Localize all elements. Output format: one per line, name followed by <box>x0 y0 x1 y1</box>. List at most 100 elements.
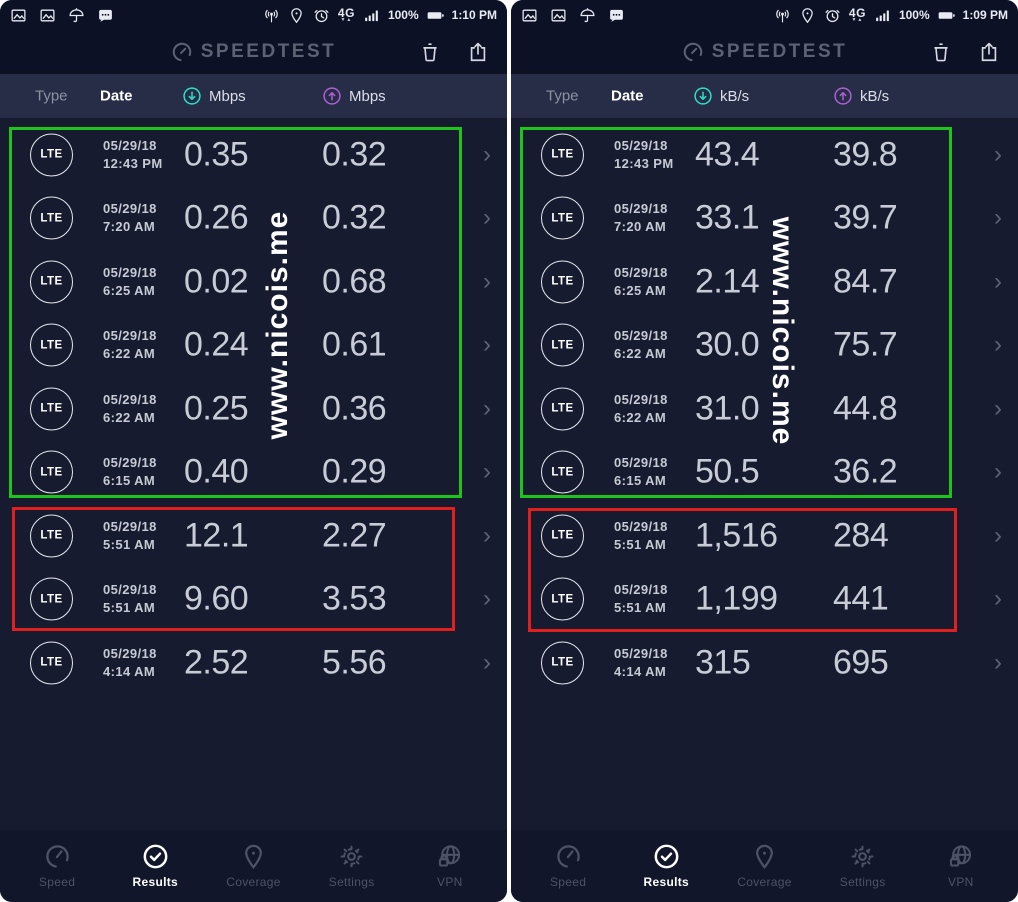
chevron-right-icon[interactable]: › <box>994 585 1002 613</box>
upload-value: 441 <box>833 579 889 618</box>
chevron-right-icon[interactable]: › <box>994 140 1002 168</box>
app-header: SPEEDTEST <box>0 30 507 74</box>
result-date: 05/29/18 <box>614 201 668 217</box>
chevron-right-icon[interactable]: › <box>483 204 491 232</box>
nav-item-settings[interactable]: Settings <box>307 843 397 889</box>
chevron-right-icon[interactable]: › <box>994 331 1002 359</box>
chevron-right-icon[interactable]: › <box>483 267 491 295</box>
chevron-right-icon[interactable]: › <box>994 267 1002 295</box>
connection-type-label: LTE <box>40 148 63 161</box>
result-datetime: 05/29/18 6:15 AM <box>614 454 668 490</box>
chevron-right-icon[interactable]: › <box>994 204 1002 232</box>
result-row[interactable]: LTE 05/29/18 7:20 AM 33.1 39.7 › <box>511 187 1018 251</box>
chevron-right-icon[interactable]: › <box>483 585 491 613</box>
bbm-chat-icon <box>608 7 625 24</box>
nav-item-settings[interactable]: Settings <box>818 843 908 889</box>
connection-type-badge: LTE <box>30 641 73 685</box>
hotspot-icon <box>263 7 280 24</box>
chevron-right-icon[interactable]: › <box>994 648 1002 676</box>
result-row[interactable]: LTE 05/29/18 5:51 AM 9.60 3.53 › <box>0 568 507 632</box>
result-datetime: 05/29/18 6:22 AM <box>614 327 668 363</box>
upload-value: 0.29 <box>322 452 387 491</box>
result-time: 12:43 PM <box>103 155 163 171</box>
result-row[interactable]: LTE 05/29/18 5:51 AM 1,516 284 › <box>511 504 1018 568</box>
upload-value: 0.61 <box>322 325 387 364</box>
result-row[interactable]: LTE 05/29/18 6:15 AM 0.40 0.29 › <box>0 441 507 505</box>
result-time: 12:43 PM <box>614 155 674 171</box>
delete-results-button[interactable] <box>930 41 952 63</box>
connection-type-label: LTE <box>40 656 63 669</box>
result-row[interactable]: LTE 05/29/18 6:22 AM 31.0 44.8 › <box>511 377 1018 441</box>
result-row[interactable]: LTE 05/29/18 4:14 AM 315 695 › <box>511 631 1018 695</box>
connection-type-badge: LTE <box>541 196 584 240</box>
result-row[interactable]: LTE 05/29/18 6:25 AM 2.14 84.7 › <box>511 250 1018 314</box>
result-row[interactable]: LTE 05/29/18 6:25 AM 0.02 0.68 › <box>0 250 507 314</box>
result-date: 05/29/18 <box>614 518 668 534</box>
delete-results-button[interactable] <box>419 41 441 63</box>
nav-item-coverage[interactable]: Coverage <box>208 843 298 889</box>
upload-value: 0.32 <box>322 135 387 174</box>
result-row[interactable]: LTE 05/29/18 4:14 AM 2.52 5.56 › <box>0 631 507 695</box>
upload-arrow-icon <box>323 87 341 105</box>
nav-item-vpn[interactable]: VPN <box>405 843 495 889</box>
result-datetime: 05/29/18 7:20 AM <box>614 200 668 236</box>
result-date: 05/29/18 <box>614 264 668 280</box>
result-date: 05/29/18 <box>614 391 668 407</box>
battery-icon <box>938 7 955 24</box>
upload-unit-label: kB/s <box>860 87 890 105</box>
app-title: SPEEDTEST <box>200 41 337 62</box>
result-date: 05/29/18 <box>103 455 157 471</box>
nav-item-vpn[interactable]: VPN <box>916 843 1006 889</box>
nav-item-results[interactable]: Results <box>621 843 711 889</box>
connection-type-badge: LTE <box>541 450 584 494</box>
result-row[interactable]: LTE 05/29/18 6:15 AM 50.5 36.2 › <box>511 441 1018 505</box>
nav-label: Coverage <box>226 875 281 889</box>
result-row[interactable]: LTE 05/29/18 6:22 AM 30.0 75.7 › <box>511 314 1018 378</box>
signal-bars-icon <box>874 7 891 24</box>
chevron-right-icon[interactable]: › <box>483 521 491 549</box>
result-time: 4:14 AM <box>103 663 156 679</box>
nav-item-results[interactable]: Results <box>110 843 200 889</box>
nav-item-speed[interactable]: Speed <box>523 843 613 889</box>
result-datetime: 05/29/18 6:25 AM <box>103 264 157 300</box>
column-date: Date <box>611 87 644 105</box>
battery-percent: 100% <box>898 8 930 22</box>
result-datetime: 05/29/18 5:51 AM <box>103 518 157 554</box>
download-value: 2.14 <box>695 262 760 301</box>
screenshot-icon <box>550 7 567 24</box>
result-datetime: 05/29/18 4:14 AM <box>614 645 668 681</box>
result-row[interactable]: LTE 05/29/18 12:43 PM 43.4 39.8 › <box>511 123 1018 187</box>
result-date: 05/29/18 <box>103 645 157 661</box>
location-pin-icon <box>756 844 773 869</box>
result-row[interactable]: LTE 05/29/18 5:51 AM 1,199 441 › <box>511 568 1018 632</box>
chevron-right-icon[interactable]: › <box>483 394 491 422</box>
upload-value: 36.2 <box>833 452 898 491</box>
chevron-right-icon[interactable]: › <box>994 394 1002 422</box>
result-time: 5:51 AM <box>614 536 667 552</box>
nav-label: Settings <box>839 875 886 889</box>
data-arrows-icon: ▼▲ <box>340 17 353 23</box>
result-row[interactable]: LTE 05/29/18 6:22 AM 0.24 0.61 › <box>0 314 507 378</box>
chevron-right-icon[interactable]: › <box>994 458 1002 486</box>
result-row[interactable]: LTE 05/29/18 5:51 AM 12.1 2.27 › <box>0 504 507 568</box>
result-row[interactable]: LTE 05/29/18 12:43 PM 0.35 0.32 › <box>0 123 507 187</box>
result-row[interactable]: LTE 05/29/18 6:22 AM 0.25 0.36 › <box>0 377 507 441</box>
column-type: Type <box>546 87 579 105</box>
chevron-right-icon[interactable]: › <box>483 648 491 676</box>
upload-value: 75.7 <box>833 325 898 364</box>
chevron-right-icon[interactable]: › <box>483 331 491 359</box>
chevron-right-icon[interactable]: › <box>483 458 491 486</box>
result-date: 05/29/18 <box>614 455 668 471</box>
result-row[interactable]: LTE 05/29/18 7:20 AM 0.26 0.32 › <box>0 187 507 251</box>
upload-value: 39.8 <box>833 135 898 174</box>
share-results-button[interactable] <box>467 41 489 63</box>
nav-item-speed[interactable]: Speed <box>12 843 102 889</box>
share-results-button[interactable] <box>978 41 1000 63</box>
connection-type-badge: LTE <box>541 641 584 685</box>
nav-item-coverage[interactable]: Coverage <box>719 843 809 889</box>
connection-type-label: LTE <box>551 402 574 415</box>
connection-type-badge: LTE <box>541 323 584 367</box>
chevron-right-icon[interactable]: › <box>994 521 1002 549</box>
download-value: 315 <box>695 643 751 682</box>
chevron-right-icon[interactable]: › <box>483 140 491 168</box>
